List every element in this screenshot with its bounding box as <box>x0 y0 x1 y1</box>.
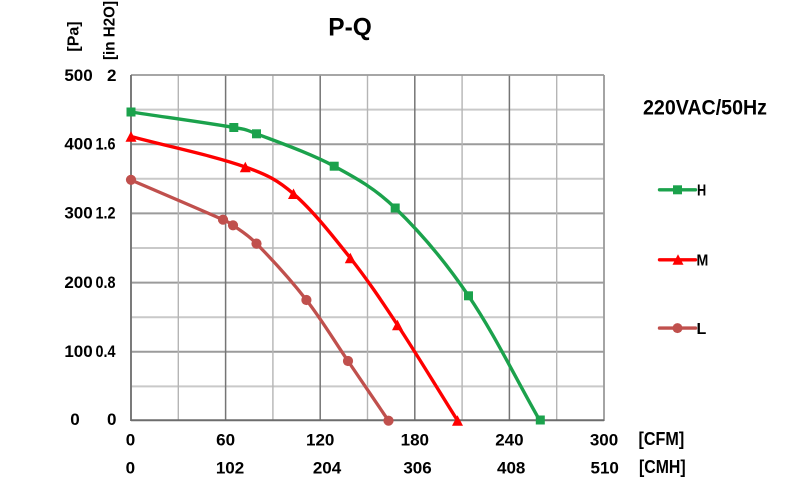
svg-text:300: 300 <box>64 204 92 223</box>
svg-text:2: 2 <box>107 66 116 85</box>
svg-text:204: 204 <box>313 459 342 478</box>
svg-text:1.6: 1.6 <box>96 134 116 153</box>
svg-text:510: 510 <box>591 459 619 478</box>
svg-text:1.2: 1.2 <box>96 204 116 223</box>
svg-text:102: 102 <box>216 459 244 478</box>
svg-text:0: 0 <box>107 410 116 429</box>
svg-text:[in H2O]: [in H2O] <box>102 1 119 60</box>
svg-text:[CFM]: [CFM] <box>639 429 685 449</box>
svg-text:P-Q: P-Q <box>328 13 372 41</box>
svg-text:M: M <box>697 252 709 269</box>
svg-text:0: 0 <box>126 431 135 450</box>
svg-text:200: 200 <box>64 273 92 292</box>
svg-text:120: 120 <box>306 431 334 450</box>
svg-text:0.4: 0.4 <box>96 342 116 361</box>
svg-text:0: 0 <box>126 459 135 478</box>
svg-text:0: 0 <box>70 410 79 429</box>
svg-text:400: 400 <box>64 134 92 153</box>
svg-text:220VAC/50Hz: 220VAC/50Hz <box>643 96 767 120</box>
svg-text:60: 60 <box>216 431 235 450</box>
svg-text:[Pa]: [Pa] <box>66 21 83 51</box>
svg-text:0.8: 0.8 <box>96 273 116 292</box>
svg-text:300: 300 <box>590 431 618 450</box>
svg-text:500: 500 <box>64 66 92 85</box>
svg-text:240: 240 <box>495 431 523 450</box>
svg-text:H: H <box>697 182 706 199</box>
svg-text:[CMH]: [CMH] <box>639 457 686 477</box>
svg-text:L: L <box>697 321 707 338</box>
svg-text:306: 306 <box>403 459 431 478</box>
svg-text:180: 180 <box>401 431 429 450</box>
svg-text:408: 408 <box>497 459 525 478</box>
svg-text:100: 100 <box>64 342 92 361</box>
